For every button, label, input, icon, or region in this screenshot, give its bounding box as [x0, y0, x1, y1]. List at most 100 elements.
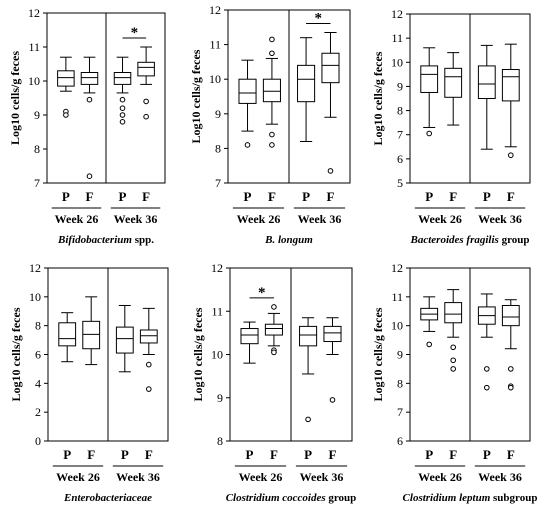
- y-tick-label: 6: [397, 152, 403, 166]
- week-group-label: Week 36: [478, 470, 522, 484]
- box-week-26-p: [420, 47, 439, 137]
- caption-suffix: group: [326, 492, 357, 504]
- y-tick-label: 8: [215, 141, 221, 155]
- category-label: F: [270, 447, 278, 462]
- box-week-36-f: [501, 299, 520, 391]
- category-label: P: [425, 447, 433, 462]
- category-label: P: [246, 447, 254, 462]
- y-tick-label: 9: [215, 107, 221, 121]
- significance-star: *: [258, 285, 266, 301]
- box-week-26-f: [264, 304, 283, 356]
- box-week-26-p: [57, 56, 75, 118]
- y-tick-label: 12: [29, 261, 41, 275]
- category-label: F: [268, 189, 276, 204]
- y-tick-label: 7: [215, 176, 221, 190]
- y-tick-label: 7: [397, 128, 403, 142]
- y-tick-label: 7: [34, 176, 40, 190]
- outlier-point: [269, 36, 275, 43]
- category-label: P: [302, 189, 310, 204]
- y-tick-label: 6: [35, 348, 41, 362]
- box-week-36-p: [299, 317, 318, 423]
- y-tick-label: 12: [209, 3, 221, 17]
- outlier-point: [426, 341, 433, 348]
- box-iqr: [501, 69, 520, 102]
- y-tick-label: 12: [28, 6, 40, 20]
- box-week-36-f: [501, 43, 520, 159]
- box-week-26-p: [420, 296, 439, 348]
- category-label: F: [145, 447, 153, 462]
- category-label: P: [63, 447, 71, 462]
- category-label: F: [142, 189, 150, 204]
- category-label: F: [507, 447, 515, 462]
- box-iqr: [82, 320, 101, 350]
- panel-caption: Clostridium leptum subgroup: [403, 492, 538, 504]
- y-tick-label: 8: [35, 319, 41, 333]
- box-week-26-f: [444, 52, 463, 126]
- outlier-point: [86, 96, 93, 103]
- box-week-36-p: [297, 37, 316, 142]
- caption-organism: Bifidobacterium: [57, 234, 132, 246]
- y-tick-label: 11: [391, 31, 403, 45]
- box-week-26-f: [444, 289, 463, 372]
- box-iqr: [240, 328, 259, 345]
- caption-organism: Clostridium leptum: [403, 492, 491, 504]
- y-tick-label: 7: [397, 405, 403, 419]
- y-tick-label: 11: [28, 40, 40, 54]
- caption-organism: Clostridium coccoides: [226, 492, 326, 504]
- chart-panel-5: 8 9 10 11 12 Log10 cells/g feces P F Week 26 P F We…: [191, 261, 356, 504]
- week-group-label: Week 36: [116, 470, 160, 484]
- box-week-26-p: [240, 321, 259, 364]
- box-iqr: [321, 52, 340, 84]
- box-week-36-p: [113, 56, 132, 125]
- category-label: P: [304, 447, 312, 462]
- box-week-36-f: [137, 46, 155, 120]
- y-tick-label: 11: [391, 290, 403, 304]
- week-group-label: Week 26: [418, 470, 462, 484]
- week-group-label: Week 36: [300, 470, 344, 484]
- y-tick-label: 8: [217, 434, 223, 448]
- week-group-label: Week 26: [237, 212, 281, 226]
- y-tick-label: 9: [34, 108, 40, 122]
- outlier-point: [508, 366, 514, 372]
- category-label: P: [121, 447, 129, 462]
- box-week-26-p: [58, 312, 77, 363]
- outlier-point: [86, 173, 93, 179]
- y-tick-label: 9: [217, 391, 223, 405]
- category-label: F: [86, 189, 94, 204]
- y-tick-label: 8: [34, 142, 40, 156]
- box-week-26-p: [238, 59, 257, 148]
- outlier-point: [327, 168, 334, 174]
- category-label: P: [119, 189, 127, 204]
- y-tick-label: 2: [35, 405, 41, 419]
- outlier-point: [119, 119, 126, 125]
- category-label: P: [483, 447, 491, 462]
- box-iqr: [323, 325, 342, 343]
- outlier-point: [146, 361, 152, 368]
- caption-suffix: spp.: [132, 234, 154, 246]
- box-iqr: [297, 64, 316, 103]
- y-tick-label: 10: [391, 319, 403, 333]
- box-iqr: [420, 65, 439, 93]
- caption-organism: Enterobacteriaceae: [63, 492, 152, 504]
- y-tick-label: 10: [391, 55, 403, 69]
- box-iqr: [501, 304, 520, 327]
- box-iqr: [238, 78, 257, 104]
- outlier-point: [244, 142, 251, 148]
- week-group-label: Week 26: [55, 212, 99, 226]
- outlier-point: [508, 152, 514, 159]
- week-group-label: Week 36: [298, 212, 342, 226]
- outlier-point: [269, 142, 275, 148]
- y-tick-label: 12: [391, 261, 403, 275]
- y-tick-label: 10: [211, 348, 223, 362]
- week-group-label: Week 26: [56, 470, 100, 484]
- outlier-point: [450, 366, 457, 372]
- y-axis-label: Log10 cells/g feces: [191, 307, 205, 401]
- box-iqr: [115, 326, 134, 354]
- outlier-point: [119, 96, 126, 103]
- box-week-26-f: [80, 56, 99, 179]
- outlier-point: [119, 112, 126, 118]
- outlier-point: [450, 357, 457, 364]
- outlier-point: [305, 416, 311, 423]
